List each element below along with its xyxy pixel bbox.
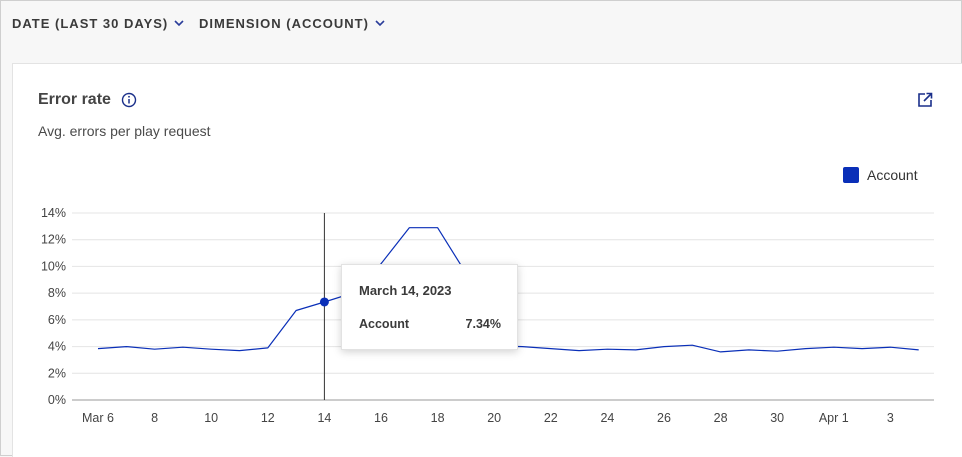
info-icon[interactable] (121, 92, 137, 108)
error-rate-card: Error rate Avg. errors per play request … (12, 63, 962, 457)
legend-label: Account (867, 167, 918, 183)
x-tick-label: 3 (887, 411, 894, 425)
x-tick-label: 26 (657, 411, 671, 425)
card-title: Error rate (38, 91, 111, 108)
y-tick-label: 4% (48, 340, 66, 354)
card-subtitle: Avg. errors per play request (38, 123, 211, 139)
y-tick-label: 2% (48, 366, 66, 380)
chart-tooltip: March 14, 2023 Account 7.34% (341, 264, 518, 350)
chevron-down-icon (174, 20, 184, 27)
filter-toolbar: DATE (LAST 30 DAYS) DIMENSION (ACCOUNT) (0, 0, 962, 48)
tooltip-date: March 14, 2023 (359, 283, 452, 298)
y-tick-label: 10% (41, 259, 66, 273)
date-filter-dropdown[interactable]: DATE (LAST 30 DAYS) (12, 16, 184, 31)
chart-legend: Account (843, 167, 918, 183)
x-tick-label: 14 (317, 411, 331, 425)
x-tick-label: 24 (600, 411, 614, 425)
x-tick-label: 16 (374, 411, 388, 425)
x-tick-label: 10 (204, 411, 218, 425)
y-tick-label: 14% (41, 206, 66, 220)
y-tick-label: 6% (48, 313, 66, 327)
dimension-filter-dropdown[interactable]: DIMENSION (ACCOUNT) (199, 16, 385, 31)
x-tick-label: 20 (487, 411, 501, 425)
highlighted-data-point (319, 297, 329, 307)
tooltip-series-label: Account (359, 317, 409, 331)
x-tick-label: Mar 6 (82, 411, 114, 425)
y-tick-label: 8% (48, 286, 66, 300)
date-filter-label: DATE (LAST 30 DAYS) (12, 16, 169, 31)
x-tick-label: Apr 1 (819, 411, 849, 425)
card-header: Error rate (38, 91, 137, 109)
x-tick-label: 18 (431, 411, 445, 425)
x-tick-label: 8 (151, 411, 158, 425)
x-tick-label: 22 (544, 411, 558, 425)
x-tick-label: 12 (261, 411, 275, 425)
y-tick-label: 12% (41, 233, 66, 247)
dimension-filter-label: DIMENSION (ACCOUNT) (199, 16, 369, 31)
chevron-down-icon (375, 20, 385, 27)
x-tick-label: 30 (770, 411, 784, 425)
tooltip-value: 7.34% (465, 317, 501, 331)
export-icon[interactable] (916, 91, 934, 109)
x-tick-label: 28 (714, 411, 728, 425)
legend-swatch (843, 167, 859, 183)
y-tick-label: 0% (48, 393, 66, 407)
